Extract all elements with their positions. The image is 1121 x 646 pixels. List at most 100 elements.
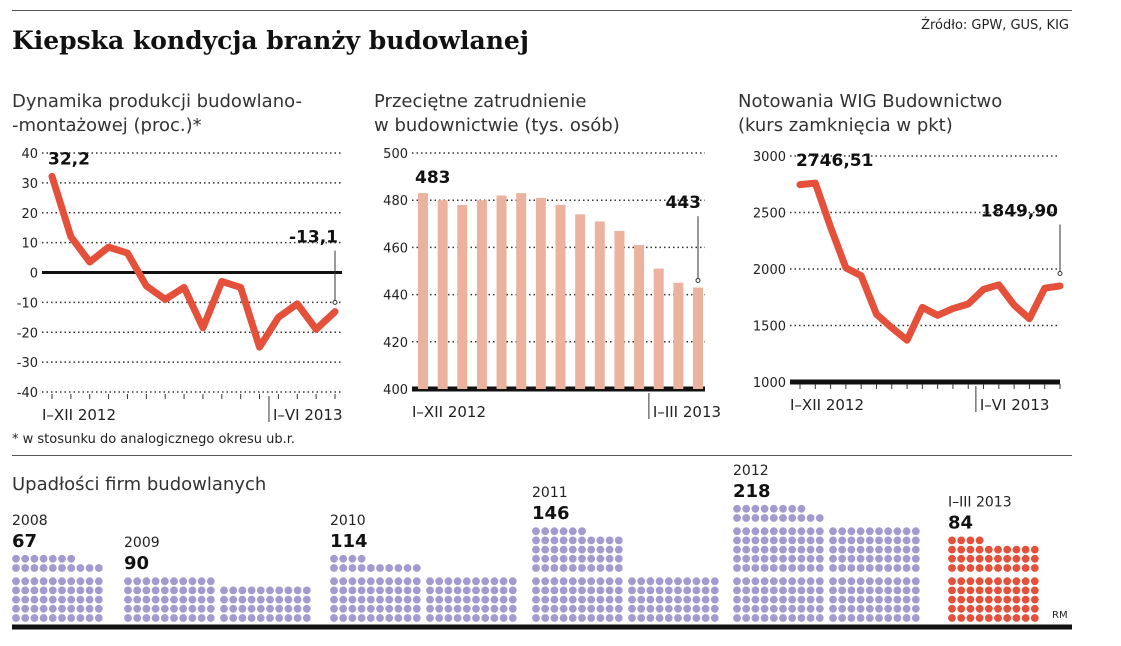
dot: [655, 595, 664, 604]
dot: [829, 614, 837, 622]
dot: [284, 586, 293, 595]
dot: [453, 586, 462, 595]
dot: [733, 614, 741, 622]
dot: [994, 564, 1002, 572]
dot: [1012, 577, 1021, 586]
bar: [535, 197, 546, 389]
dot: [339, 564, 348, 572]
dot: [779, 514, 787, 522]
dot: [742, 504, 751, 513]
dot: [48, 595, 57, 604]
dot: [847, 536, 856, 545]
dot: [742, 514, 751, 522]
dot: [701, 604, 710, 613]
dot: [683, 595, 692, 604]
dot: [48, 614, 57, 622]
dot: [330, 604, 338, 613]
dot: [838, 604, 847, 613]
dot: [58, 604, 66, 613]
dot: [769, 514, 778, 522]
dot: [847, 604, 856, 613]
dot: [875, 586, 883, 595]
dot: [348, 595, 357, 604]
dot: [884, 604, 893, 613]
dot: [875, 554, 883, 563]
dot: [1003, 614, 1012, 622]
dot: [984, 564, 993, 572]
dot: [779, 564, 787, 572]
dot: [124, 595, 132, 604]
dot: [133, 577, 142, 586]
dot: [330, 564, 338, 572]
dot: [788, 614, 797, 622]
dot: [532, 545, 540, 554]
dot: [975, 595, 984, 604]
dot: [779, 536, 787, 545]
dot: [856, 586, 865, 595]
dot: [1021, 595, 1030, 604]
dot: [394, 595, 403, 604]
footnote: * w stosunku do analogicznego okresu ub.…: [12, 432, 296, 447]
dot: [957, 536, 966, 545]
dot: [462, 577, 471, 586]
dot: [1030, 545, 1039, 554]
dot: [596, 586, 605, 595]
x-label-end: I–VI 2013: [980, 396, 1050, 414]
dot: [815, 586, 824, 595]
dot: [1012, 564, 1021, 572]
last-value-label: 1849,90: [981, 202, 1059, 222]
dot: [710, 577, 719, 586]
y-tick-label: 0: [30, 267, 38, 282]
dot: [838, 586, 847, 595]
dot: [444, 614, 453, 622]
dot: [142, 604, 151, 613]
dot: [893, 545, 902, 554]
dot: [357, 604, 366, 613]
dot: [769, 527, 778, 536]
dot: [751, 614, 760, 622]
dot: [12, 577, 20, 586]
dot: [646, 604, 655, 613]
dot: [596, 604, 605, 613]
dot: [266, 595, 274, 604]
dot: [490, 586, 499, 595]
dot: [637, 614, 646, 622]
dot: [67, 595, 76, 604]
dot: [12, 595, 20, 604]
dot: [838, 564, 847, 572]
dot: [701, 586, 710, 595]
dot: [957, 595, 966, 604]
dot: [568, 564, 577, 572]
dot: [559, 586, 568, 595]
dot: [760, 545, 769, 554]
dot: [385, 614, 394, 622]
dot: [856, 536, 865, 545]
dot: [426, 577, 434, 586]
dot: [596, 577, 605, 586]
dot: [683, 614, 692, 622]
dot: [508, 586, 517, 595]
dot: [733, 595, 741, 604]
dot: [58, 586, 66, 595]
dot: [188, 614, 197, 622]
dot: [541, 564, 550, 572]
dot: [58, 614, 66, 622]
dot: [911, 564, 920, 572]
dot: [856, 554, 865, 563]
dot: [847, 554, 856, 563]
dot: [742, 545, 751, 554]
dot: [587, 604, 596, 613]
dot: [151, 577, 160, 586]
dot: [875, 527, 883, 536]
dot: [366, 595, 375, 604]
dot: [847, 577, 856, 586]
dot: [188, 586, 197, 595]
dot: [559, 595, 568, 604]
dot: [875, 595, 883, 604]
dot: [151, 604, 160, 613]
bar: [673, 282, 684, 389]
dot: [499, 586, 508, 595]
dot: [67, 577, 76, 586]
dot: [605, 554, 614, 563]
dot: [884, 545, 893, 554]
